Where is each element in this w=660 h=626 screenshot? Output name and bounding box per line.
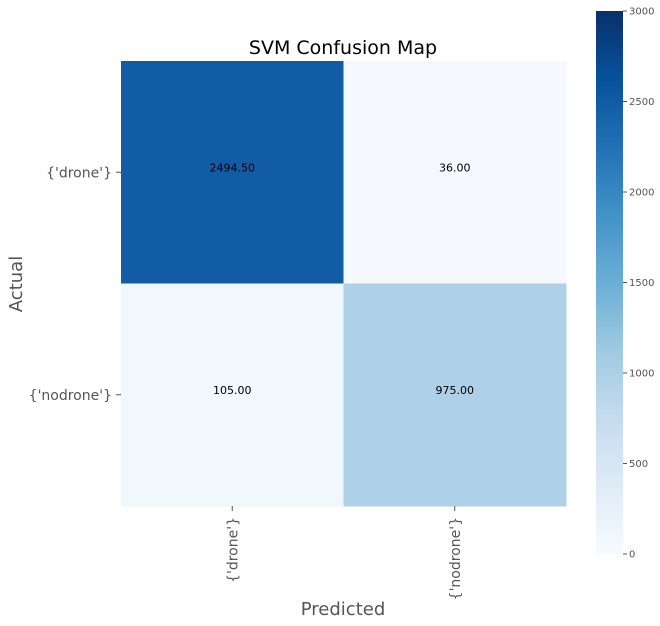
y-axis-label: Actual bbox=[6, 256, 27, 312]
heatmap-cell bbox=[343, 61, 567, 284]
y-tick-label: {'drone'} bbox=[46, 165, 112, 181]
cell-value-label: 36.00 bbox=[439, 161, 471, 174]
x-axis-label: Predicted bbox=[301, 599, 386, 620]
colorbar-tick-label: 3000 bbox=[629, 7, 654, 18]
x-tick-label: {'nodrone'} bbox=[448, 517, 464, 600]
colorbar-tick-label: 0 bbox=[629, 550, 635, 561]
x-axis-ticks: {'drone'} {'nodrone'} bbox=[225, 506, 464, 600]
heatmap-cell bbox=[121, 283, 344, 507]
colorbar-tick-label: 2000 bbox=[629, 188, 654, 199]
y-axis-ticks: {'drone'} {'nodrone'} bbox=[29, 165, 121, 404]
cell-value-label: 105.00 bbox=[213, 384, 252, 397]
colorbar-tick-label: 500 bbox=[629, 459, 648, 470]
chart-title: SVM Confusion Map bbox=[249, 37, 437, 59]
colorbar-ticks: 0 500 1000 1500 2000 2500 3000 bbox=[623, 7, 654, 561]
colorbar-tick-label: 1000 bbox=[629, 369, 654, 380]
colorbar bbox=[596, 11, 623, 554]
cell-value-label: 2494.50 bbox=[210, 161, 256, 174]
x-tick-label: {'drone'} bbox=[225, 517, 241, 583]
heatmap-cell bbox=[121, 61, 344, 284]
cell-value-label: 975.00 bbox=[436, 384, 475, 397]
heatmap-cell-labels: 2494.50 36.00 105.00 975.00 bbox=[210, 161, 475, 397]
heatmap-cell bbox=[343, 283, 567, 507]
heatmap-cells bbox=[121, 61, 567, 507]
colorbar-tick-label: 1500 bbox=[629, 278, 654, 289]
y-tick-label: {'nodrone'} bbox=[29, 388, 112, 404]
colorbar-tick-label: 2500 bbox=[629, 97, 654, 108]
